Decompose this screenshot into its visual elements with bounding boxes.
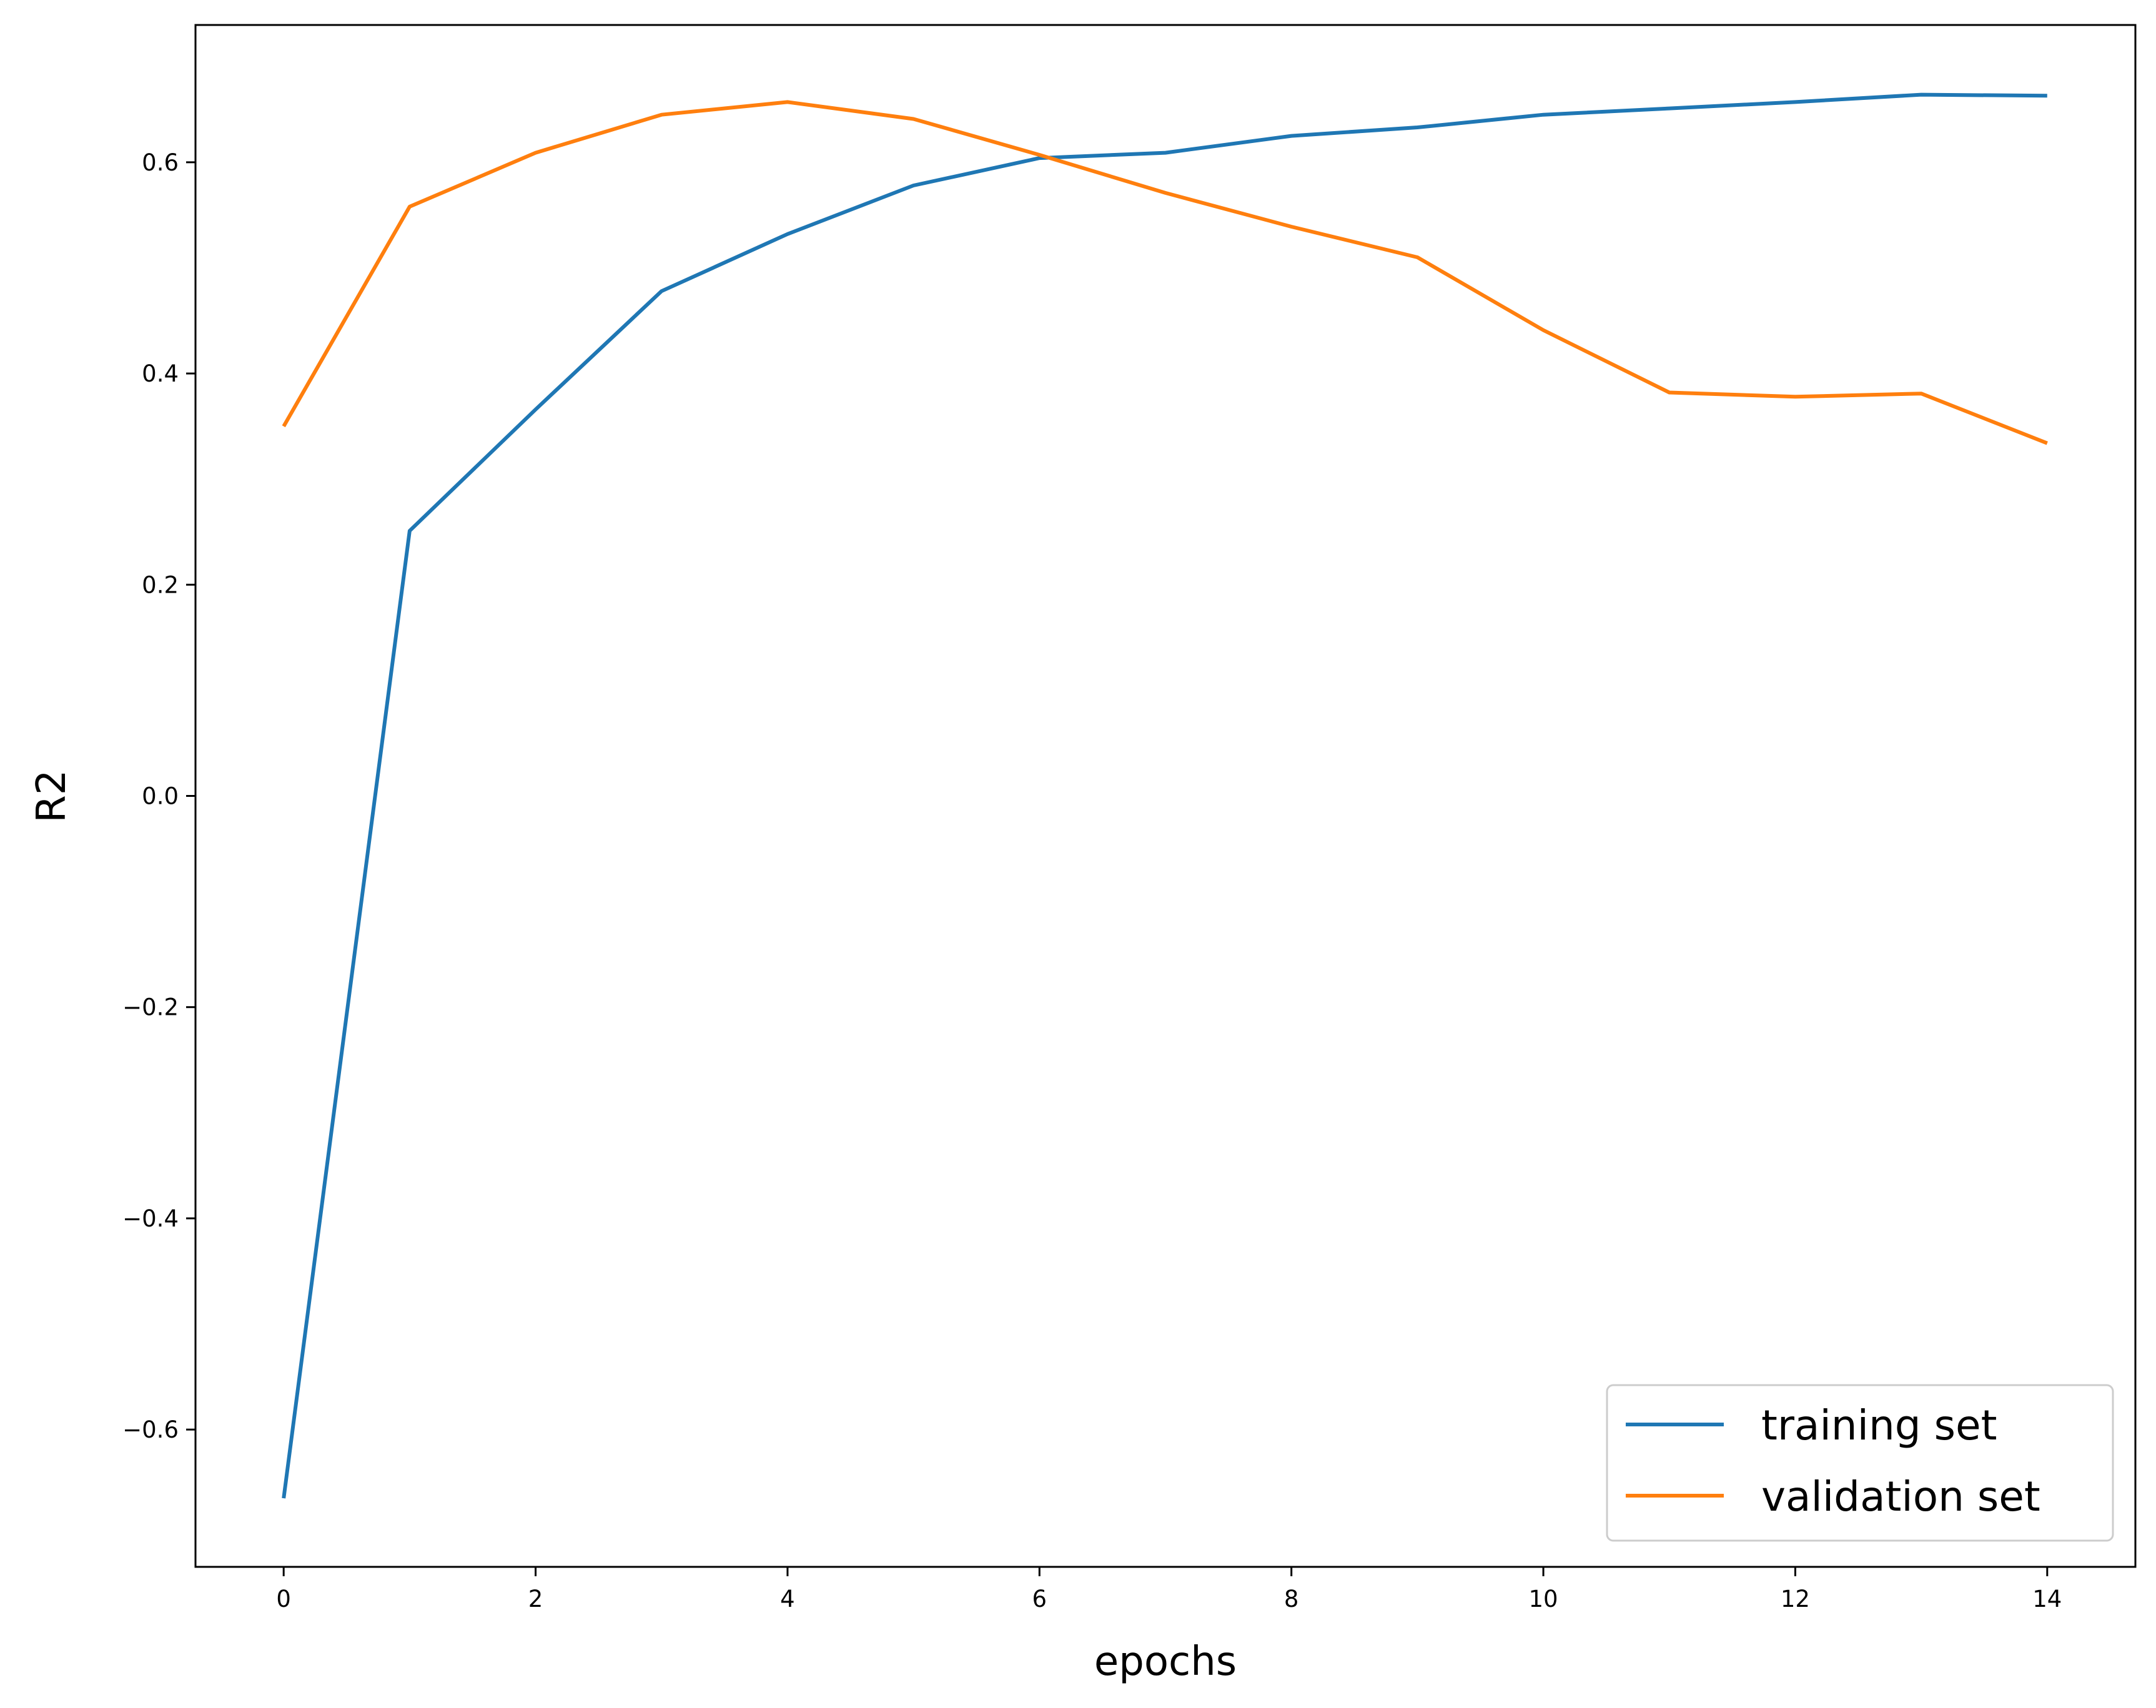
x-tick-label: 10 (1529, 1586, 1558, 1612)
legend: training set validation set (1606, 1384, 2114, 1542)
x-axis-ticks: 0 2 4 6 8 10 12 14 (276, 1567, 2062, 1612)
y-tick-label: 0.2 (142, 571, 179, 598)
legend-label-training: training set (1761, 1401, 1997, 1449)
x-tick-label: 14 (2032, 1586, 2062, 1612)
y-tick-label: −0.6 (122, 1416, 179, 1443)
y-axis-title: R2 (29, 769, 75, 822)
series-line-training-set (282, 92, 2047, 1499)
x-tick-label: 2 (528, 1586, 543, 1612)
legend-box (1606, 1384, 2114, 1542)
y-tick-label: 0.0 (142, 783, 179, 810)
x-tick-label: 8 (1284, 1586, 1299, 1612)
legend-label-validation: validation set (1761, 1473, 2040, 1521)
y-axis-ticks: −0.6 −0.4 −0.2 0.0 0.2 0.4 0.6 (122, 149, 195, 1443)
x-tick-label: 12 (1781, 1586, 1810, 1612)
y-tick-label: 0.6 (142, 149, 179, 176)
x-tick-label: 4 (780, 1586, 795, 1612)
x-axis-title: epochs (1094, 1639, 1237, 1685)
series-layer (282, 92, 2048, 1499)
series-line-validation-set (282, 100, 2048, 445)
y-tick-label: −0.4 (122, 1205, 179, 1232)
x-tick-label: 0 (276, 1586, 291, 1612)
y-tick-label: −0.2 (122, 994, 179, 1021)
x-tick-label: 6 (1032, 1586, 1047, 1612)
y-tick-label: 0.4 (142, 360, 179, 387)
